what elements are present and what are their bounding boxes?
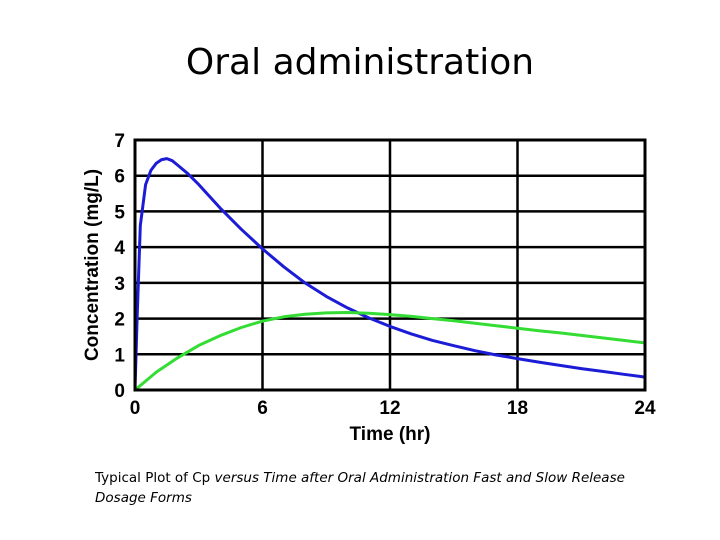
x-tick-label: 18 [507, 398, 528, 419]
x-tick-label: 0 [130, 398, 141, 419]
figure-caption: Typical Plot of Cp versus Time after Ora… [95, 468, 655, 508]
y-tick-label: 6 [114, 167, 125, 188]
y-axis-title: Concentration (mg/L) [82, 169, 103, 361]
plot-frame [133, 138, 647, 392]
y-tick-label: 0 [114, 381, 125, 402]
x-tick-label: 6 [257, 398, 268, 419]
caption-italic-text: versus Time after Oral Administration Fa… [95, 470, 625, 506]
y-tick-label: 2 [114, 310, 125, 331]
x-tick-label: 12 [379, 398, 400, 419]
series-line-1 [133, 157, 646, 391]
y-tick-label: 3 [114, 274, 125, 295]
y-tick-label: 4 [114, 238, 125, 259]
y-tick-label: 1 [114, 345, 125, 366]
series-layer [133, 157, 646, 392]
caption-text: Typical Plot of Cp [95, 470, 215, 486]
slide-title: Oral administration [185, 42, 535, 83]
x-tick-label: 24 [634, 398, 656, 419]
y-tick-label: 5 [114, 202, 125, 223]
series-line-2 [134, 311, 646, 392]
y-tick-label: 7 [114, 131, 125, 152]
grid [133, 138, 647, 392]
x-axis-title: Time (hr) [350, 424, 431, 445]
